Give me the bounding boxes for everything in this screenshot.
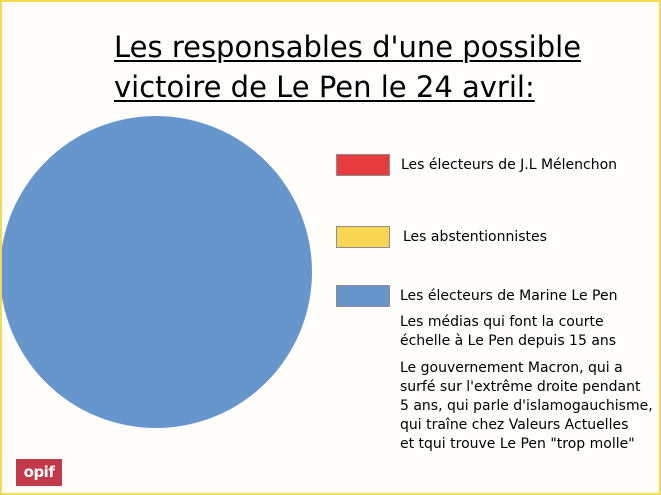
opif-logo: opif: [16, 459, 62, 486]
legend-swatch-abstentionnistes: [336, 226, 390, 248]
chart-title-line-2: victoire de Le Pen le 24 avril:: [114, 70, 535, 105]
annotation-gouvernement-line: et tqui trouve Le Pen "trop molle": [400, 436, 635, 452]
legend-label-melenchon: Les électeurs de J.L Mélenchon: [401, 157, 618, 173]
chart-title: Les responsables d'une possible victoire…: [114, 27, 582, 107]
annotation-medias-line: Les médias qui font la courte: [400, 314, 604, 330]
chart-title-line-1: Les responsables d'une possible: [114, 30, 582, 65]
annotation-gouvernement-line: 5 ans, qui parle d'islamogauchisme,: [400, 398, 653, 414]
annotation-gouvernement-line: surfé sur l'extrême droite pendant: [400, 379, 641, 395]
legend-label-abstentionnistes: Les abstentionnistes: [403, 229, 547, 245]
annotation-gouvernement: Le gouvernement Macron, qui a surfé sur …: [400, 359, 653, 454]
legend-label-le-pen: Les électeurs de Marine Le Pen: [400, 288, 618, 304]
annotation-gouvernement-line: Le gouvernement Macron, qui a: [400, 360, 623, 376]
annotation-medias: Les médias qui font la courte échelle à …: [400, 313, 616, 351]
annotation-medias-line: échelle à Le Pen depuis 15 ans: [400, 333, 617, 349]
annotation-gouvernement-line: qui traîne chez Valeurs Actuelles: [400, 417, 629, 433]
legend-swatch-le-pen: [336, 285, 390, 307]
legend-swatch-melenchon: [336, 154, 390, 176]
pie-slice-2: [2, 116, 312, 428]
